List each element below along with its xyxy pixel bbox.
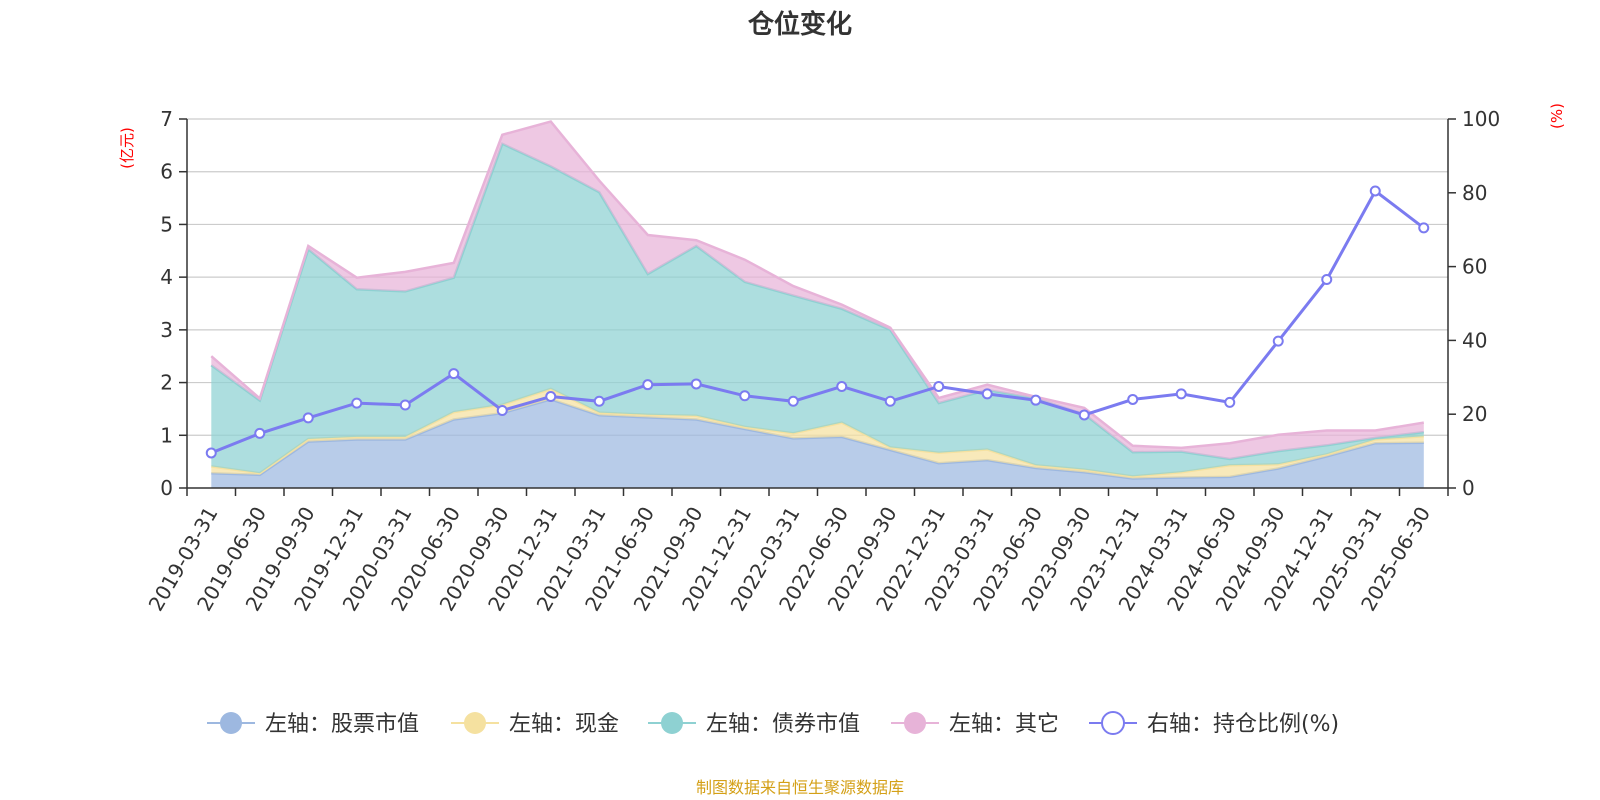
- left-tick-label: 0: [160, 476, 173, 500]
- ratio-point: [787, 395, 799, 407]
- ratio-point: [302, 412, 314, 424]
- right-tick-label: 100: [1462, 107, 1500, 131]
- area-series-1: [211, 388, 1424, 479]
- right-tick-label: 20: [1462, 402, 1487, 426]
- ratio-point: [1418, 222, 1430, 234]
- ratio-point: [884, 395, 896, 407]
- legend-label-3: 左轴：其它: [949, 712, 1059, 737]
- chart-title: 仓位变化: [747, 9, 852, 40]
- legend: 左轴：股票市值 左轴：现金 左轴：债券市值 左轴：其它 右轴：持仓比例(%): [207, 711, 1339, 737]
- ratio-line: [205, 185, 1430, 459]
- left-tick-label: 2: [160, 371, 173, 395]
- ratio-point: [981, 388, 993, 400]
- legend-dot-0: [220, 712, 242, 734]
- left-tick-label: 5: [160, 212, 173, 236]
- left-axis-unit: (亿元): [118, 127, 136, 169]
- right-tick-label: 0: [1462, 476, 1475, 500]
- legend-dot-3: [904, 712, 926, 734]
- ratio-point: [1078, 409, 1090, 421]
- data-source-note: 制图数据来自恒生聚源数据库: [696, 778, 904, 797]
- ratio-point: [399, 399, 411, 411]
- legend-dot-2: [661, 712, 683, 734]
- ratio-point: [448, 368, 460, 380]
- area-series-edge-3: [210, 120, 1425, 450]
- area-series-0: [211, 399, 1424, 488]
- ratio-point: [1224, 396, 1236, 408]
- left-tick-label: 4: [160, 265, 173, 289]
- ratio-point: [642, 379, 654, 391]
- ratio-point: [739, 390, 751, 402]
- legend-label-1: 左轴：现金: [509, 712, 619, 737]
- ratio-point: [933, 381, 945, 393]
- right-tick-label: 80: [1462, 181, 1487, 205]
- ratio-point: [254, 427, 266, 439]
- ratio-point: [836, 381, 848, 393]
- ratio-point: [593, 395, 605, 407]
- ratio-point: [1127, 393, 1139, 405]
- legend-label-0: 左轴：股票市值: [265, 712, 419, 737]
- legend-label-2: 左轴：债券市值: [706, 712, 860, 737]
- ratio-point: [1030, 394, 1042, 406]
- ratio-point: [1321, 274, 1333, 286]
- ratio-point: [1175, 388, 1187, 400]
- right-tick-label: 60: [1462, 255, 1487, 279]
- ratio-point: [1272, 335, 1284, 347]
- ratio-point: [205, 447, 217, 459]
- ratio-line-path: [210, 188, 1425, 455]
- legend-dot-1: [464, 712, 486, 734]
- area-series-edge-2: [210, 142, 1424, 461]
- left-tick-label: 6: [160, 160, 173, 184]
- legend-dot-4: [1101, 711, 1125, 735]
- left-tick-label: 1: [160, 423, 173, 447]
- right-tick-label: 40: [1462, 328, 1487, 352]
- legend-label-4: 右轴：持仓比例(%): [1147, 712, 1339, 737]
- ratio-point: [690, 378, 702, 390]
- stacked-areas: [210, 120, 1425, 488]
- ratio-point: [545, 390, 557, 402]
- left-tick-label: 3: [160, 318, 173, 342]
- ratio-point: [496, 405, 508, 417]
- ratio-point: [1369, 185, 1381, 197]
- area-series-2: [211, 143, 1424, 477]
- left-tick-label: 7: [160, 107, 173, 131]
- right-axis-unit: (%): [1548, 103, 1566, 129]
- ratio-point: [351, 397, 363, 409]
